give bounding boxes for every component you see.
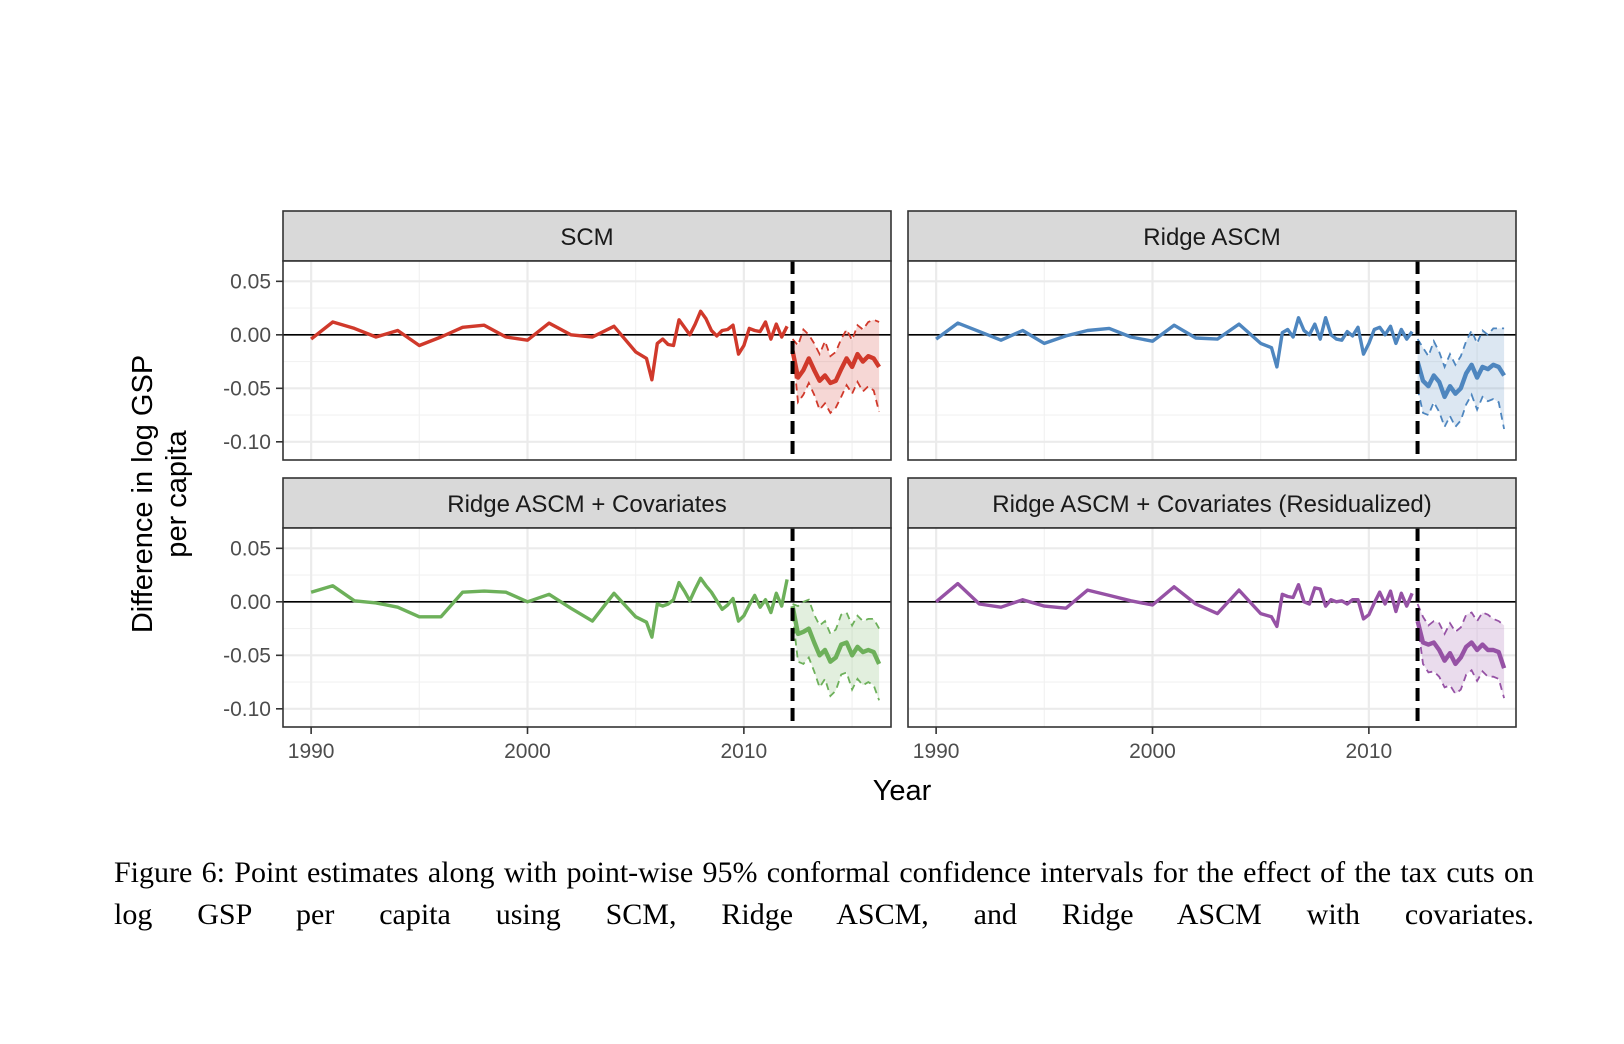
panel-border [907, 260, 1517, 461]
y-axis-title-line: Difference in log GSP [127, 355, 159, 633]
x-tick-label: 2000 [1129, 740, 1176, 763]
pre-period-line [935, 316, 1414, 369]
y-axis-title-line: per capita [161, 429, 193, 557]
panel-title: SCM [560, 224, 613, 251]
plot-background [283, 261, 891, 460]
minor-grid [283, 261, 891, 460]
panel-title: Ridge ASCM + Covariates [447, 491, 726, 518]
x-tick-label: 1990 [913, 740, 960, 763]
lower-bound-line [791, 347, 880, 415]
lower-bound-line [1416, 388, 1505, 430]
panel-border [907, 527, 1517, 728]
pre-period-line [935, 581, 1414, 629]
minor-grid [283, 528, 891, 727]
y-tick-label: -0.05 [223, 377, 271, 400]
panel-title: Ridge ASCM [1143, 224, 1280, 251]
panel-3: Ridge ASCM + Covariates 0.05 0.00 -0.05 -0.1… [223, 477, 892, 763]
panels-layer: SCM 0.05 0.00 -0.05 -0.10 Ridge ASCM Ridge ASC… [223, 210, 1517, 763]
post-period-estimate-line [790, 605, 882, 665]
minor-grid [908, 261, 1516, 460]
confidence-band [792, 319, 880, 413]
lower-bound-line [791, 614, 880, 701]
y-tick-label: 0.05 [230, 270, 271, 293]
x-axis-title: Year [873, 775, 932, 807]
lower-bound-line [1416, 623, 1505, 699]
panel-strip [907, 477, 1517, 529]
upper-bound-line [1416, 327, 1505, 370]
y-tick-label: -0.05 [223, 644, 271, 667]
plot-background [908, 528, 1516, 727]
y-tick-label: 0.00 [230, 324, 271, 347]
plot-background [283, 528, 891, 727]
x-tick-label: 2010 [1346, 740, 1393, 763]
upper-bound-line [791, 318, 880, 358]
confidence-band [1417, 604, 1505, 699]
panel-1: SCM 0.05 0.00 -0.05 -0.10 [223, 210, 892, 461]
panel-border [282, 527, 892, 728]
pre-period-line [310, 576, 789, 639]
upper-bound-line [1416, 603, 1505, 636]
post-period-estimate-line [790, 350, 881, 386]
y-axis-title: Difference in log GSP per capita [127, 355, 193, 633]
y-tick-label: -0.10 [223, 431, 271, 454]
panel-title: Ridge ASCM + Covariates (Residualized) [992, 491, 1432, 518]
post-period-estimate-line [1415, 361, 1506, 400]
panel-4: Ridge ASCM + Covariates (Residualized) 19… [907, 477, 1517, 763]
upper-bound-line [792, 598, 880, 636]
post-period-estimate-line [1415, 620, 1507, 669]
y-tick-label: 0.05 [230, 537, 271, 560]
plot-background [908, 261, 1516, 460]
figure-caption: Figure 6: Point estimates along with poi… [114, 856, 1534, 931]
panel-border [282, 260, 892, 461]
panel-2: Ridge ASCM [907, 210, 1517, 461]
x-tick-label: 1990 [288, 740, 335, 763]
minor-grid [908, 528, 1516, 727]
panel-strip [282, 477, 892, 529]
y-tick-label: -0.10 [223, 698, 271, 721]
x-tick-label: 2000 [504, 740, 551, 763]
x-tick-label: 2010 [721, 740, 768, 763]
pre-period-line [310, 309, 789, 382]
confidence-band [792, 599, 880, 701]
panel-strip [282, 210, 892, 262]
y-tick-label: 0.00 [230, 591, 271, 614]
